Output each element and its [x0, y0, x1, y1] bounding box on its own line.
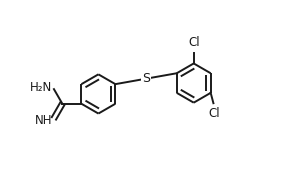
Text: H₂N: H₂N — [30, 81, 52, 94]
Text: Cl: Cl — [208, 107, 220, 120]
Text: Cl: Cl — [188, 36, 199, 49]
Text: S: S — [142, 72, 150, 85]
Text: NH: NH — [35, 114, 52, 127]
